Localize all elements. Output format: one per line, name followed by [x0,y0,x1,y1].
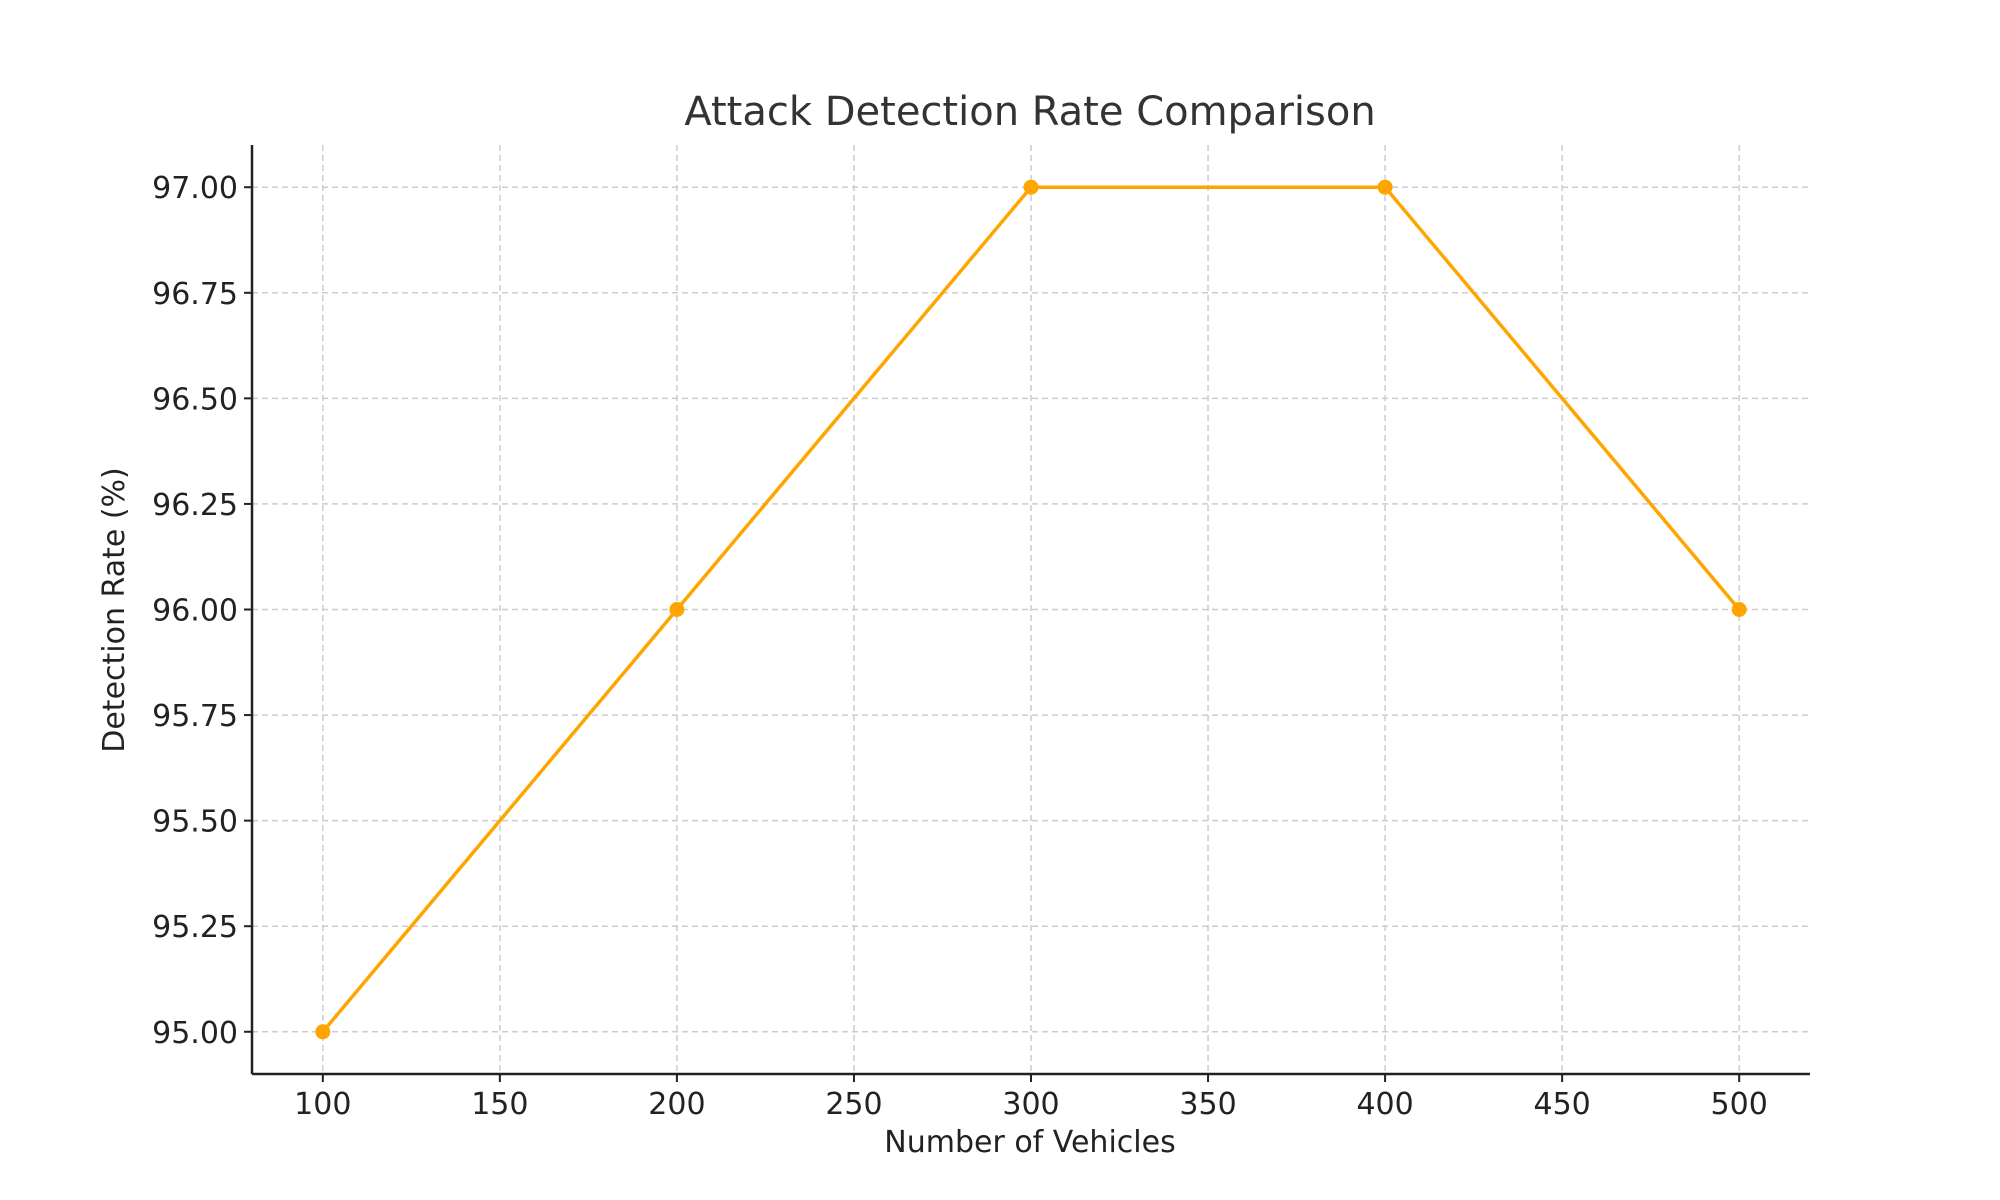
y-tick-label: 95.00 [152,1016,238,1051]
x-tick-label: 350 [1179,1087,1236,1122]
ticks: 100 150 200 250 300 350 400 450 500 95.00 95.25 95.… [152,171,1768,1122]
series [315,179,1747,1040]
x-tick-label: 250 [825,1087,882,1122]
x-tick-label: 200 [648,1087,705,1122]
grid [252,145,1810,1074]
data-point [1023,179,1039,195]
x-tick-label: 500 [1711,1087,1768,1122]
x-tick-label: 400 [1356,1087,1413,1122]
y-tick-label: 95.25 [152,910,238,945]
y-tick-label: 96.50 [152,382,238,417]
y-tick-label: 95.75 [152,699,238,734]
data-point [669,602,685,617]
x-tick-label: 450 [1534,1087,1591,1122]
x-tick-label: 300 [1002,1087,1059,1122]
y-tick-label: 96.25 [152,488,238,523]
y-tick-label: 96.75 [152,277,238,312]
y-axis-label: Detection Rate (%) [97,467,132,753]
x-tick-label: 100 [294,1087,351,1122]
data-point [315,1024,331,1040]
x-tick-label: 150 [471,1087,528,1122]
y-tick-label: 96.00 [152,594,238,629]
chart-title: Attack Detection Rate Comparison [684,89,1375,135]
x-axis-label: Number of Vehicles [884,1125,1175,1160]
y-tick-label: 95.50 [152,805,238,840]
data-point [1731,602,1747,617]
data-point [1377,179,1393,195]
y-tick-label: 97.00 [152,171,238,206]
